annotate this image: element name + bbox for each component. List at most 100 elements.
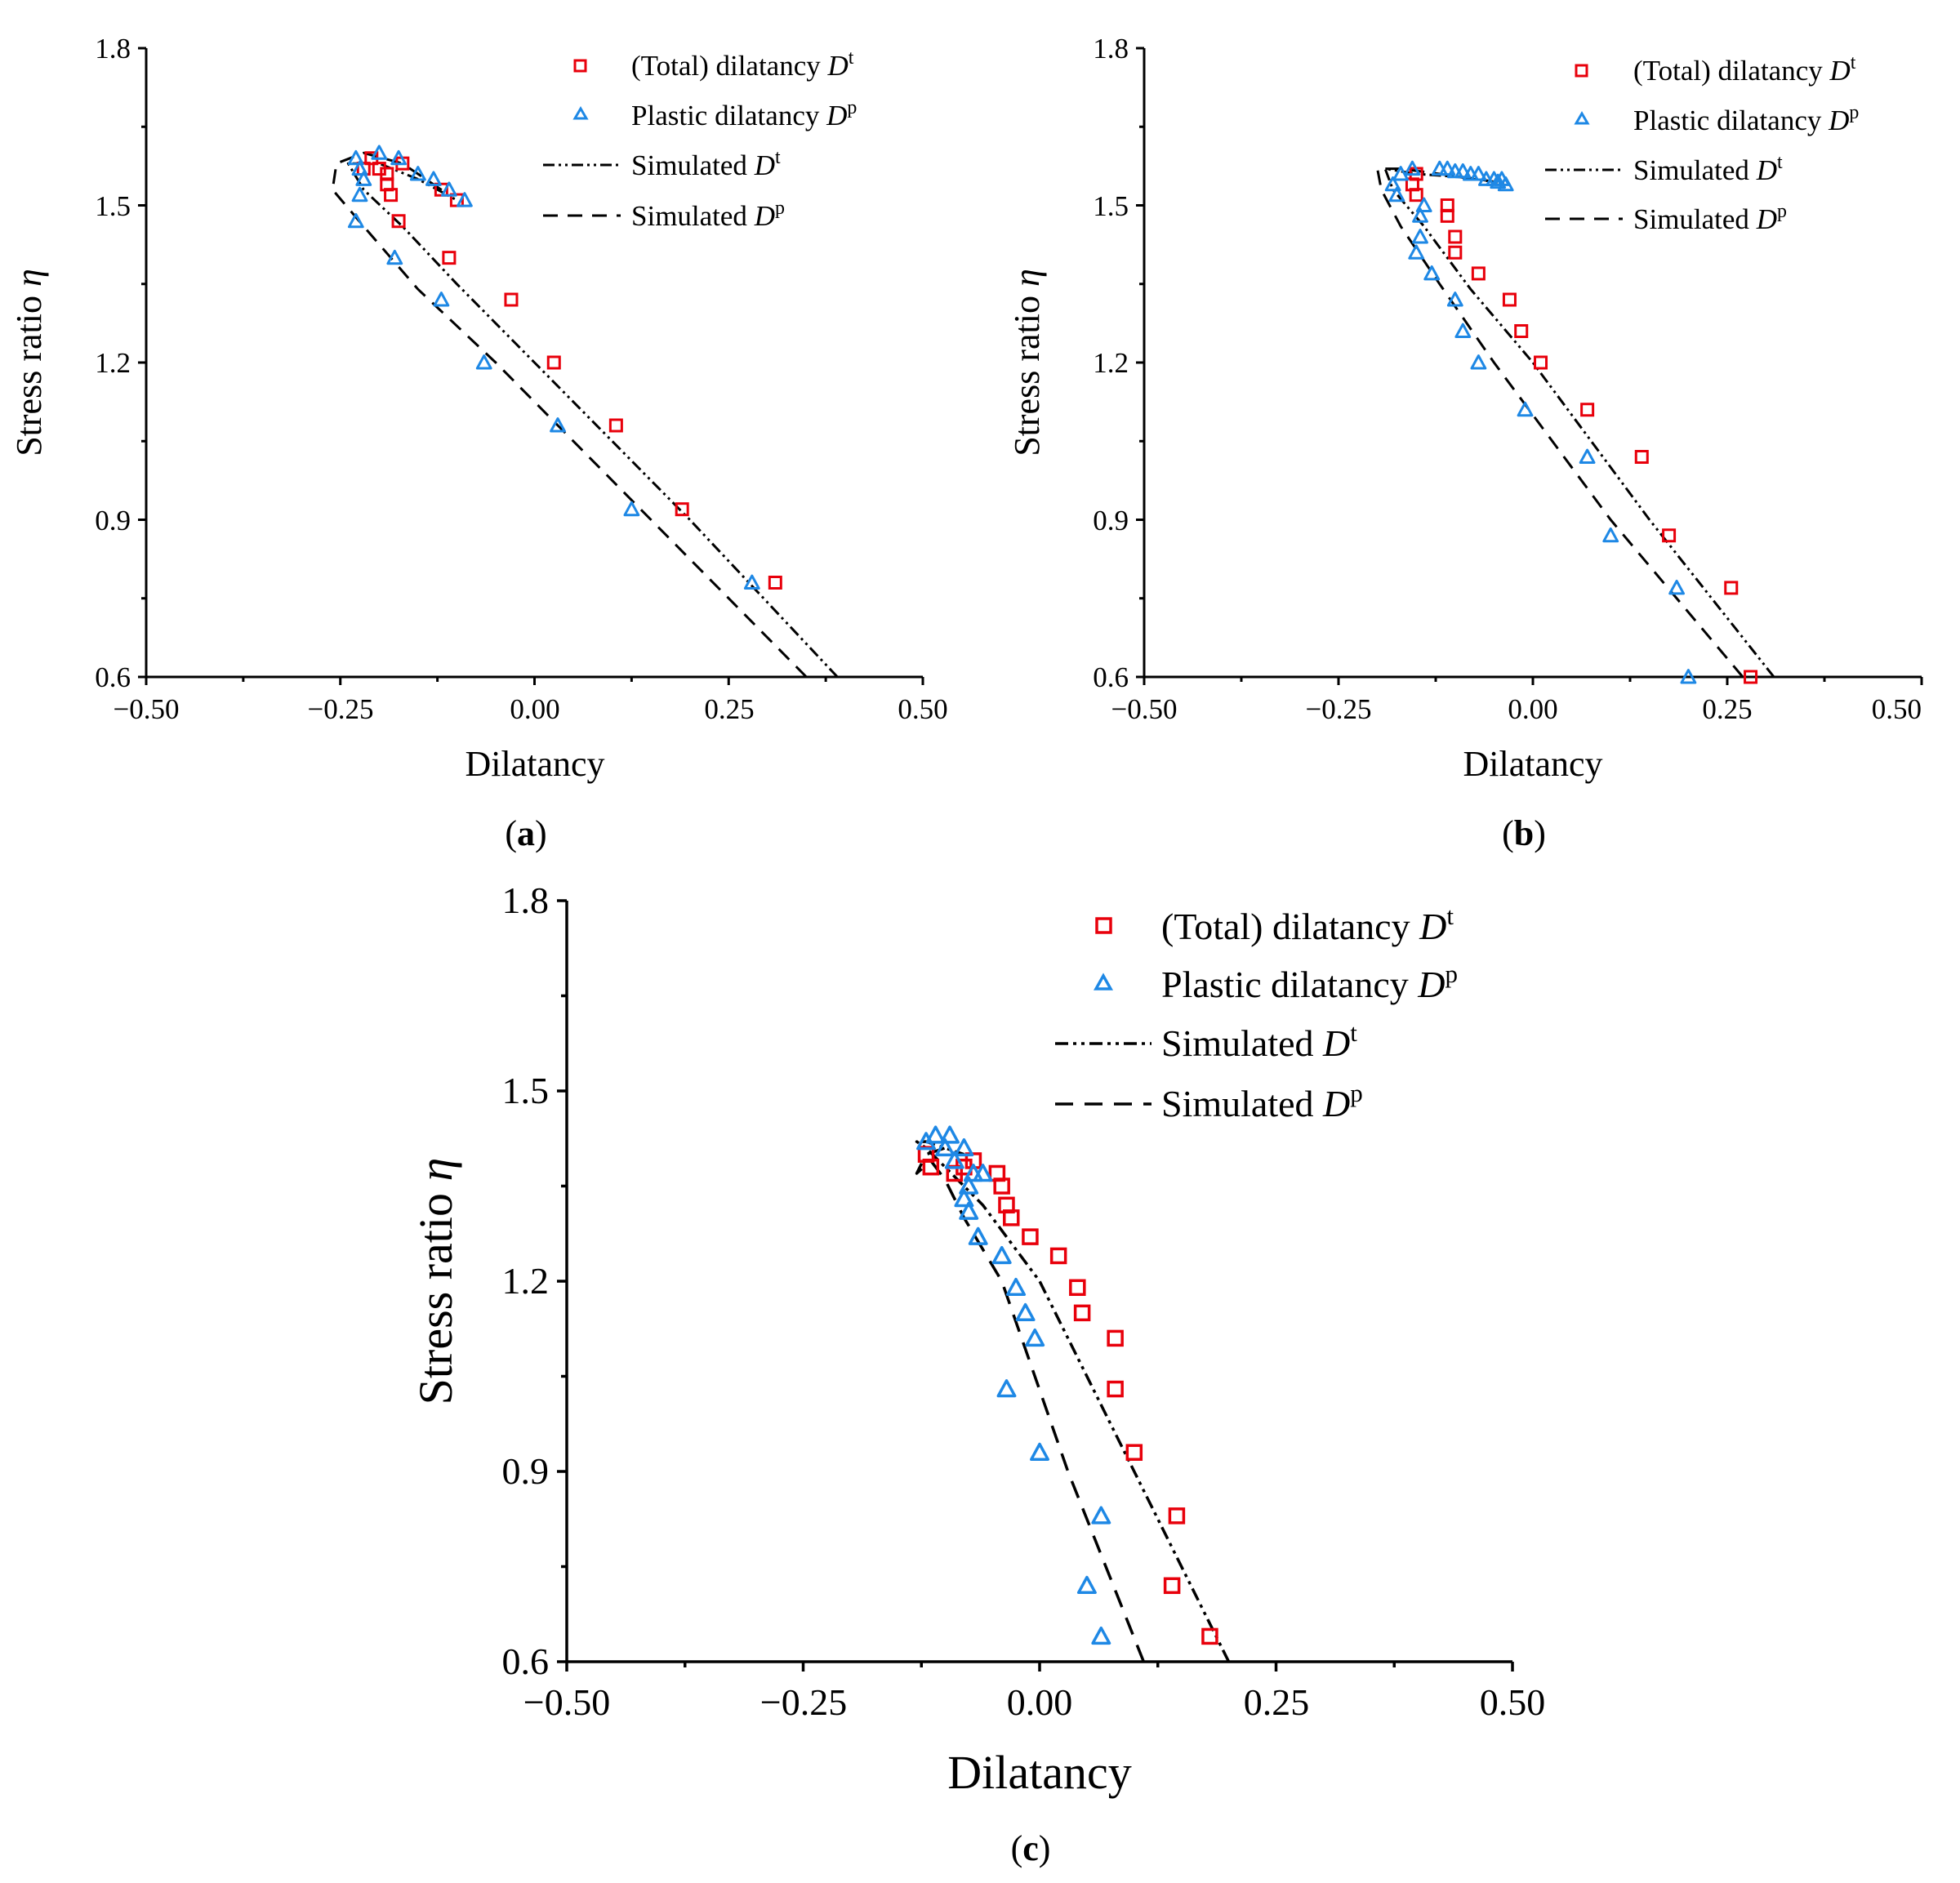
plastic-dilatancy-point xyxy=(390,149,407,166)
legend-sup: p xyxy=(847,97,857,118)
total-dilatancy-point xyxy=(1201,1627,1218,1645)
legend-total-label: (Total) dilatancy Dt xyxy=(631,47,854,82)
legend-sim-total-label: Simulated Dt xyxy=(1161,1018,1357,1064)
plastic-dilatancy-point xyxy=(968,1226,988,1245)
total-dilatancy-point xyxy=(1163,1577,1181,1595)
legend-text: Plastic dilatancy xyxy=(1161,964,1418,1005)
y-tick-label: 1.2 xyxy=(1093,347,1129,379)
panel-label: (b) xyxy=(1502,813,1546,853)
legend-symbol: D xyxy=(1828,105,1849,136)
plastic-dilatancy-point xyxy=(1408,244,1425,260)
chart-panel-a: −0.50 −0.25 0.00 0.25 0.50 0.6 0.9 1.2 1… xyxy=(9,33,948,853)
total-dilatancy-point xyxy=(1107,1329,1124,1347)
total-dilatancy-point xyxy=(1662,528,1677,543)
total-dilatancy-point xyxy=(1107,1380,1124,1398)
total-dilatancy-point xyxy=(608,418,623,433)
legend-sup: p xyxy=(775,198,785,219)
legend-sup: p xyxy=(1849,102,1859,123)
plastic-dilatancy-point xyxy=(973,1164,993,1182)
y-axis-title-symbol: η xyxy=(1007,269,1047,287)
x-axis-title: Dilatancy xyxy=(465,744,604,784)
y-axis-title: Stress ratio η xyxy=(1007,269,1047,456)
legend-plastic-label: Plastic dilatancy Dp xyxy=(1161,959,1458,1005)
plastic-dilatancy-point xyxy=(351,160,368,176)
panel-letter: c xyxy=(1022,1828,1039,1868)
plastic-dilatancy-point xyxy=(959,1201,979,1220)
y-axis-title-symbol: η xyxy=(409,1158,462,1182)
plastic-dilatancy-point xyxy=(1015,1302,1036,1322)
x-tick-label: −0.50 xyxy=(523,1681,610,1723)
x-tick-label: 0.25 xyxy=(1244,1681,1310,1723)
x-tick-label: 0.50 xyxy=(1872,693,1922,725)
axis-ticks xyxy=(557,899,1514,1672)
legend-total-marker xyxy=(1575,64,1588,78)
total-dilatancy-point xyxy=(442,251,457,265)
simulated-dp-line xyxy=(331,151,808,679)
legend-symbol: D xyxy=(826,100,847,131)
x-tick-label: 0.50 xyxy=(898,693,947,725)
plot-area xyxy=(915,1125,1231,1663)
x-tick-label: 0.25 xyxy=(704,693,754,725)
legend-sup: t xyxy=(849,47,854,69)
plastic-dilatancy-point xyxy=(743,574,760,590)
simulated-dp-line xyxy=(1376,167,1744,678)
plastic-dilatancy-point xyxy=(991,1245,1012,1265)
plastic-dilatancy-point xyxy=(1415,197,1432,212)
panel-label: (a) xyxy=(505,813,546,853)
plastic-dilatancy-point xyxy=(1579,448,1596,464)
y-axis-title-text: Stress ratio xyxy=(1007,287,1047,456)
total-dilatancy-point xyxy=(1580,403,1595,417)
legend-text: Simulated xyxy=(631,149,755,181)
total-dilatancy-point xyxy=(1634,450,1649,464)
y-tick-label: 0.6 xyxy=(1093,661,1129,693)
legend-sim-plastic-label: Simulated Dp xyxy=(631,198,785,232)
plastic-dilatancy-point xyxy=(1602,527,1619,543)
plastic-dilatancy-point xyxy=(954,1189,974,1208)
legend: (Total) dilatancy Dt Plastic dilatancy D… xyxy=(1545,52,1859,235)
x-tick-label: −0.25 xyxy=(308,693,374,725)
plastic-dilatancy-point xyxy=(944,1151,964,1169)
legend-total-label: (Total) dilatancy Dt xyxy=(1633,52,1856,87)
legend-symbol: D xyxy=(754,149,775,181)
legend-total-marker xyxy=(573,59,587,73)
legend-symbol: D xyxy=(1756,154,1777,186)
legend-text: Plastic dilatancy xyxy=(631,100,826,131)
legend-symbol: D xyxy=(1417,964,1445,1005)
legend-sup: p xyxy=(1350,1079,1363,1107)
plastic-dilatancy-point xyxy=(623,501,640,517)
y-axis-title: Stress ratio η xyxy=(409,1158,462,1405)
y-tick-label: 0.6 xyxy=(502,1640,550,1682)
y-tick-label: 1.8 xyxy=(95,33,131,65)
legend-plastic-label: Plastic dilatancy Dp xyxy=(1633,102,1859,136)
total-dilatancy-point xyxy=(1502,292,1517,307)
legend-text: (Total) dilatancy xyxy=(1161,906,1419,947)
plastic-dilatancy-point xyxy=(1091,1626,1111,1645)
panel-letter: b xyxy=(1514,813,1534,853)
total-dilatancy-point xyxy=(546,355,561,370)
plastic-dilatancy-point xyxy=(959,1176,979,1195)
total-dilatancy-point xyxy=(1049,1247,1067,1265)
y-tick-label: 0.9 xyxy=(502,1450,550,1492)
total-dilatancy-point xyxy=(1744,670,1758,684)
legend-sup: p xyxy=(1777,201,1787,222)
total-dilatancy-point xyxy=(1125,1444,1143,1461)
plastic-dilatancy-point xyxy=(1412,229,1428,244)
plastic-dilatancy-point xyxy=(433,292,450,307)
plastic-dilatancy-point xyxy=(441,181,457,197)
simulated-dt-line xyxy=(346,162,839,679)
legend-sup: t xyxy=(1446,901,1454,930)
plastic-dilatancy-point xyxy=(954,1137,974,1157)
legend-sup: t xyxy=(1777,152,1783,173)
legend-text: Simulated xyxy=(631,200,755,232)
total-dilatancy-point xyxy=(1471,266,1486,281)
total-dilatancy-point xyxy=(988,1164,1006,1182)
x-axis-title: Dilatancy xyxy=(1463,744,1602,784)
y-tick-label: 1.2 xyxy=(95,347,131,379)
plastic-dilatancy-point xyxy=(1454,323,1472,338)
plastic-dilatancy-point xyxy=(1517,401,1534,417)
plot-area xyxy=(331,145,839,679)
plastic-dilatancy-point xyxy=(1446,292,1463,307)
y-axis-title-text: Stress ratio xyxy=(9,287,49,456)
total-dilatancy-point xyxy=(998,1196,1015,1214)
total-dilatancy-point xyxy=(1724,581,1739,595)
